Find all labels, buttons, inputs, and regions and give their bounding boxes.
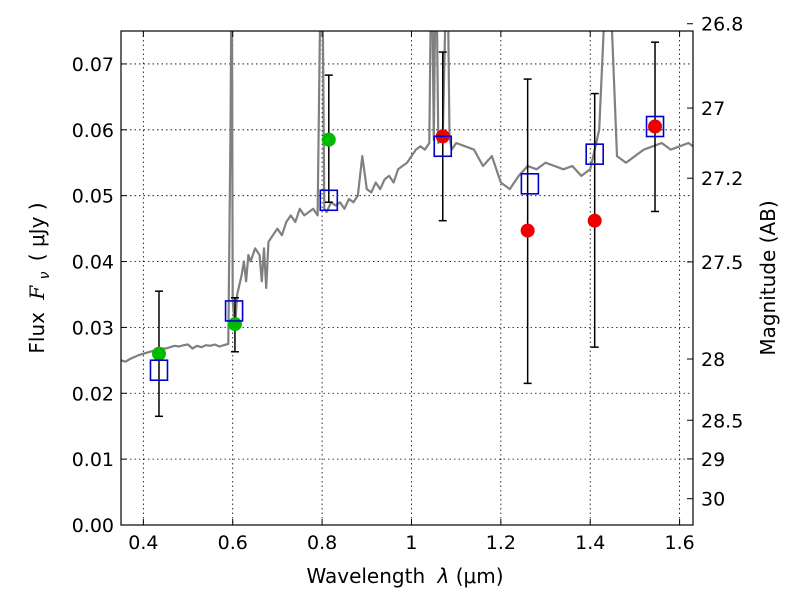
plot-frame [120,30,694,526]
y-tick-label: 0.04 [72,252,114,274]
y-tick-label: 0.03 [72,317,114,339]
axis-ticks: 0.4 0.6 0.8 1 1.2 1.4 1.6 0.00 0.01 0.02 0.03 0.04 0… [72,14,744,554]
y-tick-label: 0.06 [72,120,114,142]
y2-tick-label: 26.8 [701,14,743,36]
observed-flux-point [587,213,602,228]
y2-tick-label: 28.5 [701,410,743,432]
x-tick-label: 1 [405,532,417,554]
y-tick-label: 0.02 [72,383,114,405]
observed-flux-point [648,119,663,134]
x-axis-label: Wavelength λ (μm) [306,564,503,588]
x-tick-label: 1.2 [486,532,516,554]
observed-flux-point [151,346,166,361]
y-tick-label: 0.07 [72,54,114,76]
model-flux-box [433,135,453,158]
model-flux-box [645,115,665,138]
grid [121,31,693,526]
y2-axis-label: Magnitude (AB) [756,200,780,355]
model-spectrum-line [121,31,693,363]
y2-tick-label: 27.5 [701,252,743,274]
observed-points [151,119,663,361]
model-flux-box [520,173,540,195]
x-tick-label: 0.6 [218,532,248,554]
model-flux-box [149,359,169,382]
model-flux-box [224,300,244,322]
y2-tick-label: 28 [701,349,725,371]
y2-tick-label: 30 [701,489,725,511]
y2-tick-label: 29 [701,449,725,471]
observed-flux-point [520,223,535,238]
x-tick-label: 0.4 [128,532,158,554]
y2-tick-label: 27.2 [701,168,743,190]
observed-flux-point [227,317,242,332]
observed-flux-point [321,132,336,147]
y-tick-label: 0.01 [72,449,114,471]
y-axis-label: Flux F ν ( μJy ) [25,202,54,353]
y-tick-label: 0.00 [72,515,114,537]
model-flux-box [585,143,604,165]
y-tick-label: 0.05 [72,186,114,208]
model-photometry-boxes [149,115,665,382]
x-tick-label: 1.6 [664,532,694,554]
x-tick-label: 0.8 [307,532,337,554]
y2-tick-label: 27 [701,98,725,120]
model-flux-box [319,189,339,212]
x-tick-label: 1.4 [575,532,605,554]
